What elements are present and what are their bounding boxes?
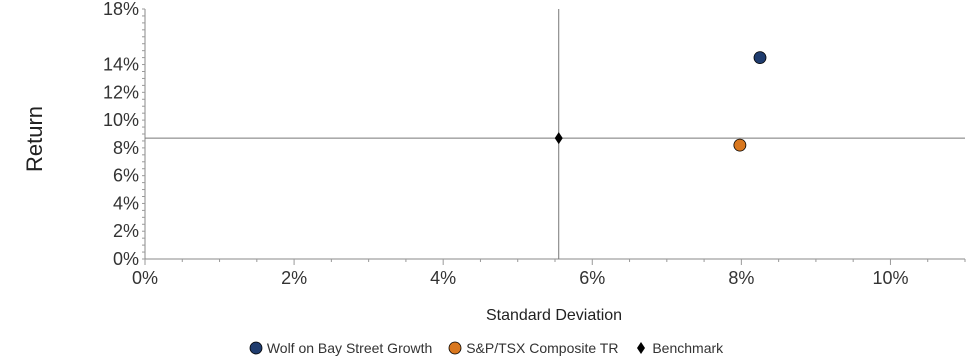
circle-marker-icon bbox=[448, 341, 462, 355]
x-axis-title: Standard Deviation bbox=[486, 307, 622, 324]
y-tick-label: 2% bbox=[113, 221, 139, 241]
data-points bbox=[554, 51, 767, 152]
x-tick-label: 2% bbox=[281, 268, 307, 288]
legend-label: Benchmark bbox=[652, 340, 724, 356]
x-tick-labels: 0% 2% 4% 6% 8% 10% bbox=[132, 268, 908, 288]
y-tick-label: 10% bbox=[103, 110, 139, 130]
legend-label: Wolf on Bay Street Growth bbox=[266, 340, 433, 356]
x-tick-label: 6% bbox=[579, 268, 605, 288]
y-tick-label: 18% bbox=[103, 0, 139, 19]
scatter-point bbox=[733, 138, 747, 152]
x-tick-label: 8% bbox=[728, 268, 754, 288]
x-tick-label: 4% bbox=[430, 268, 456, 288]
y-minor-ticks bbox=[142, 8, 145, 260]
benchmark-point bbox=[554, 132, 563, 145]
legend-label: S&P/TSX Composite TR bbox=[466, 340, 619, 356]
legend-item-wolf: Wolf on Bay Street Growth bbox=[249, 340, 432, 356]
y-tick-label: 14% bbox=[103, 55, 139, 75]
x-tick-label: 10% bbox=[872, 268, 908, 288]
y-tick-label: 4% bbox=[113, 193, 139, 213]
legend-item-tsx: S&P/TSX Composite TR bbox=[448, 340, 618, 356]
x-minor-ticks bbox=[144, 259, 966, 265]
circle-marker-icon bbox=[249, 341, 263, 355]
y-tick-label: 6% bbox=[113, 166, 139, 186]
y-tick-label: 12% bbox=[103, 82, 139, 102]
y-tick-label: 0% bbox=[113, 249, 139, 269]
y-axis-title: Return bbox=[22, 106, 47, 172]
legend-item-benchmark: Benchmark bbox=[634, 340, 723, 356]
y-tick-label: 8% bbox=[113, 138, 139, 158]
y-tick-labels: 0% 2% 4% 6% 8% 10% 12% 14% 18% bbox=[103, 0, 139, 269]
legend: Wolf on Bay Street Growth S&P/TSX Compos… bbox=[0, 340, 972, 356]
diamond-marker-icon bbox=[637, 342, 646, 354]
scatter-point bbox=[753, 51, 767, 65]
x-tick-label: 0% bbox=[132, 268, 158, 288]
